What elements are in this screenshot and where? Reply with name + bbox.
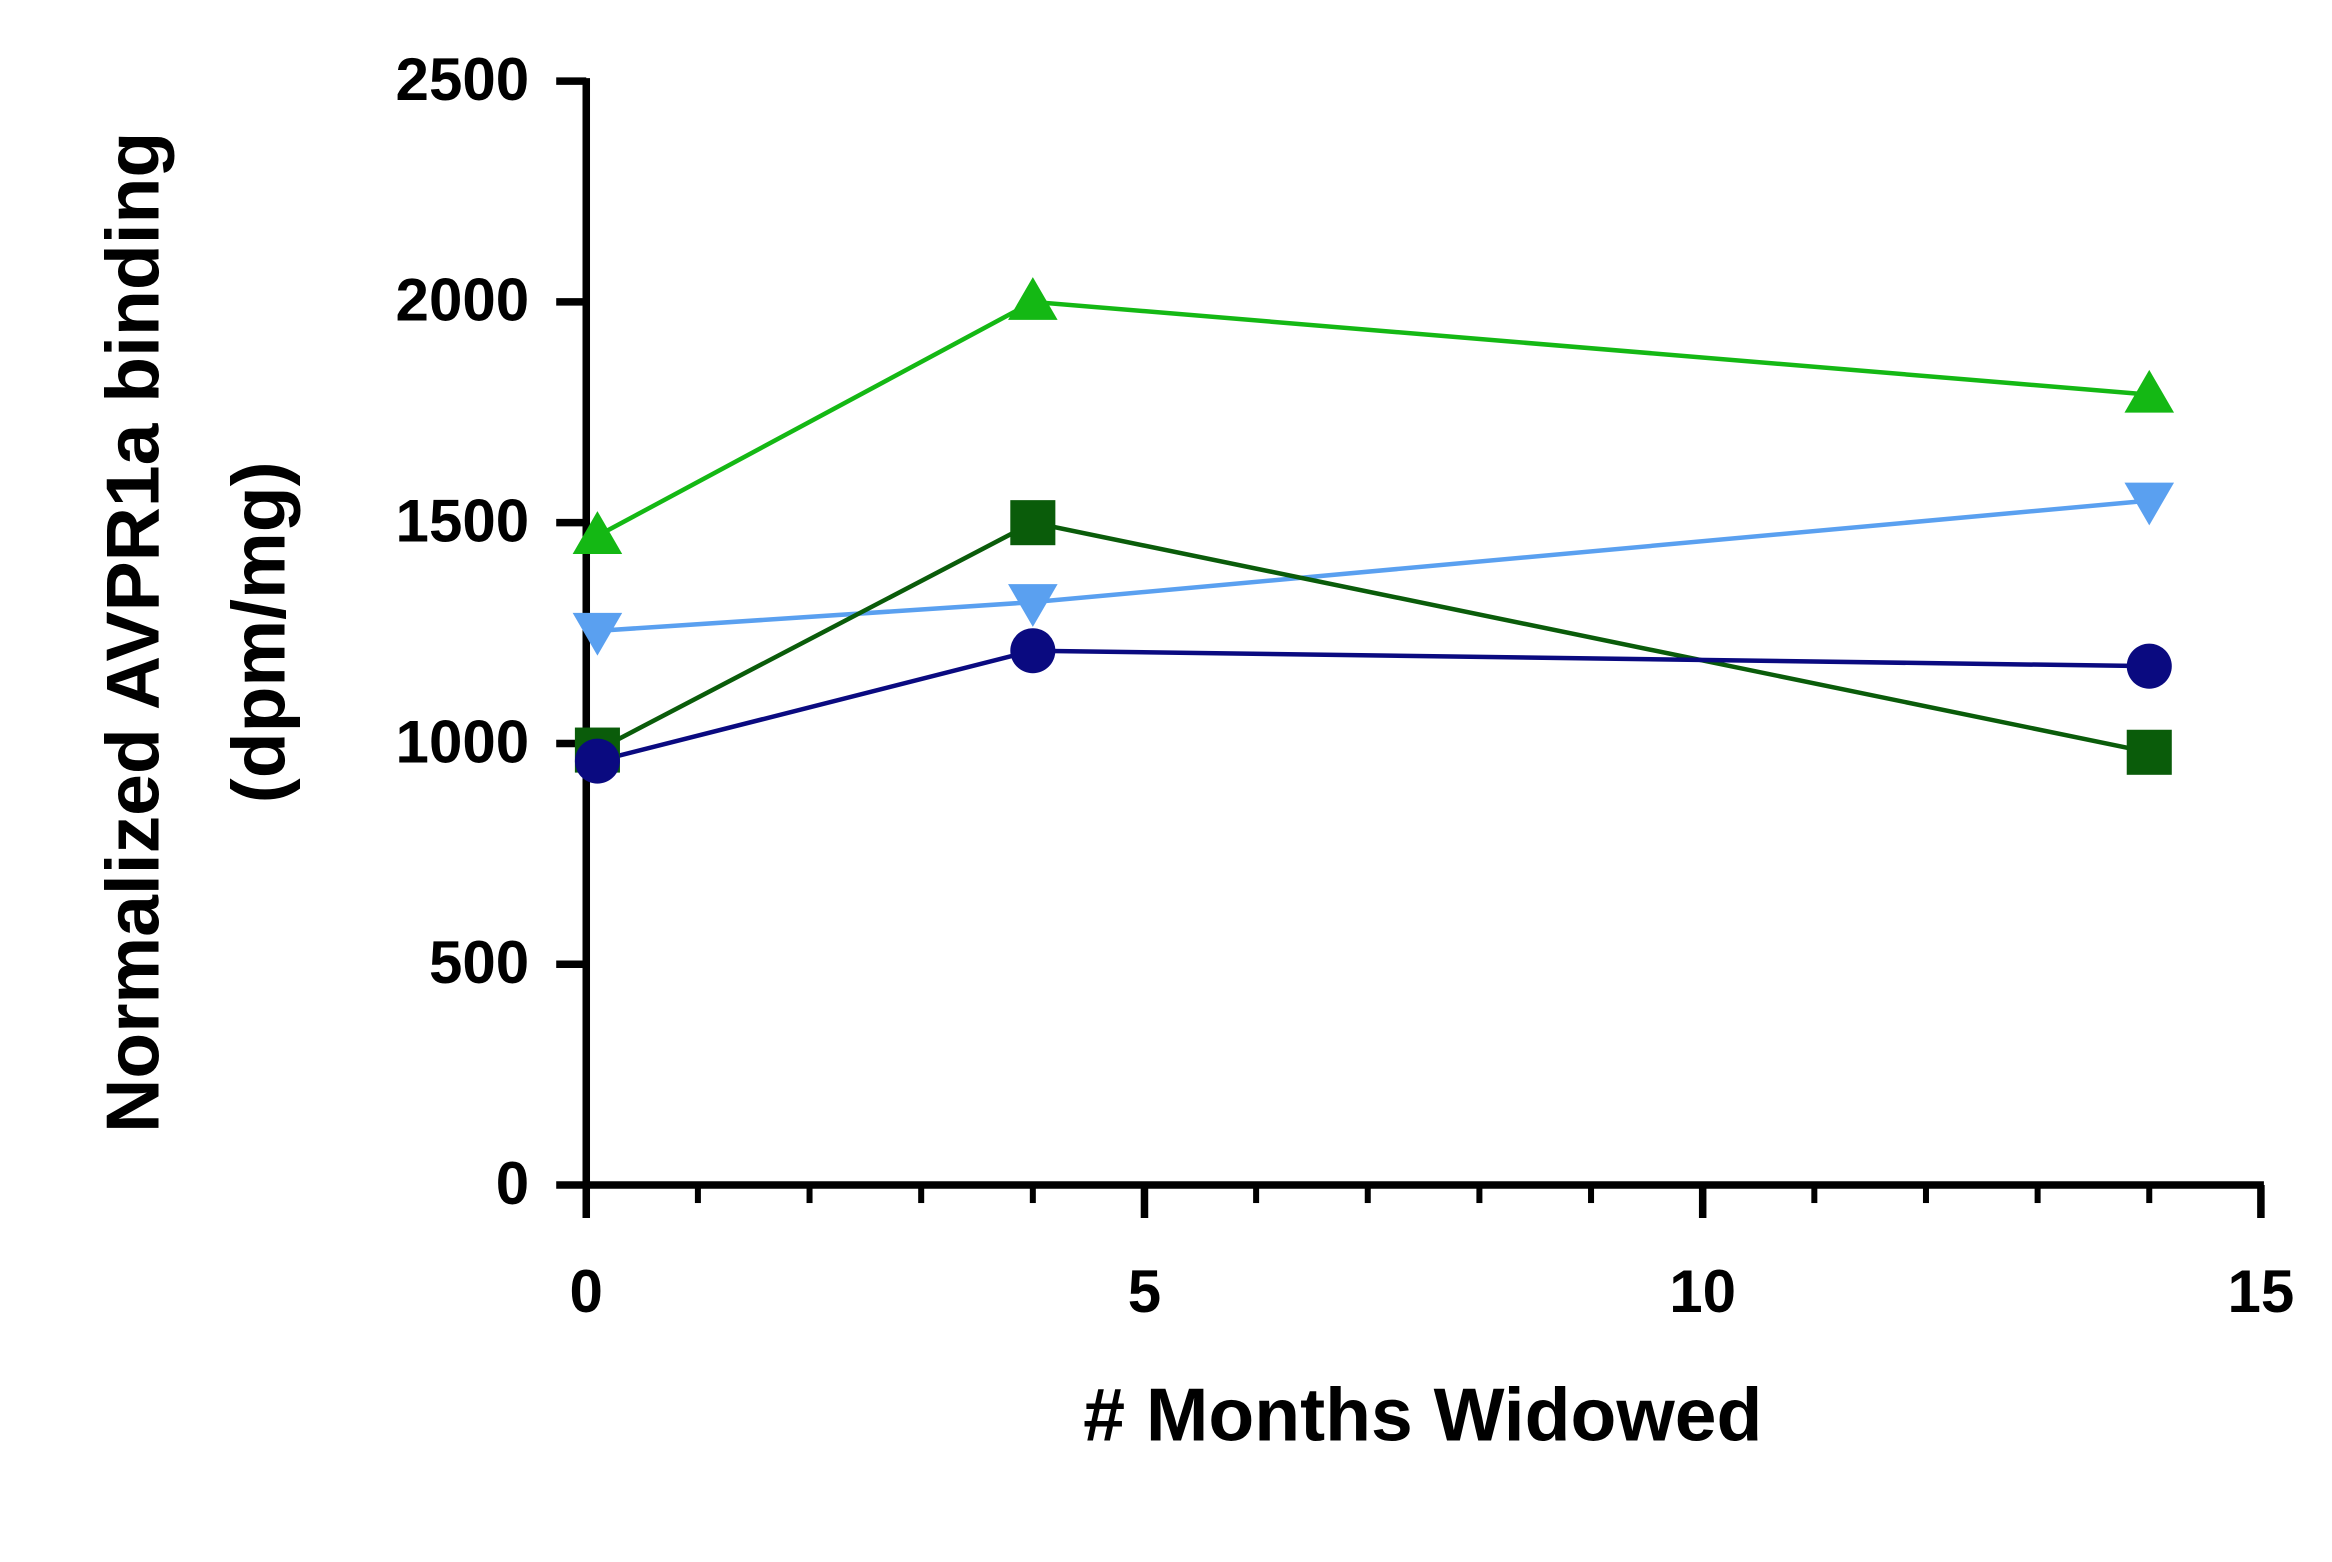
- marker: [1010, 628, 1056, 674]
- series-line: [596, 299, 2150, 538]
- y-axis-label: Normalized AVPR1a binding: [91, 132, 175, 1133]
- marker: [2126, 729, 2172, 775]
- marker: [1008, 584, 1058, 627]
- marker: [2124, 369, 2175, 413]
- y-tick-label: 1000: [396, 708, 530, 775]
- marker: [1008, 277, 1058, 320]
- x-tick-label: 15: [2227, 1258, 2294, 1325]
- marker: [572, 612, 623, 656]
- x-tick-label: 0: [570, 1258, 603, 1325]
- marker: [2124, 482, 2175, 526]
- marker: [574, 738, 620, 784]
- series-line: [597, 498, 2150, 634]
- series-line: [596, 520, 2150, 755]
- y-axis-label: (dpm/mg): [217, 461, 301, 803]
- y-tick-label: 0: [496, 1150, 529, 1217]
- y-tick-label: 2500: [396, 46, 530, 113]
- y-tick-label: 1500: [396, 488, 530, 555]
- x-tick-label: 5: [1128, 1258, 1161, 1325]
- x-axis-label: # Months Widowed: [1083, 1373, 1762, 1457]
- y-tick-label: 500: [429, 929, 529, 996]
- x-tick-label: 10: [1669, 1258, 1736, 1325]
- marker: [2126, 643, 2172, 689]
- y-tick-label: 2000: [396, 267, 530, 334]
- marker: [572, 511, 623, 554]
- marker: [1010, 500, 1056, 546]
